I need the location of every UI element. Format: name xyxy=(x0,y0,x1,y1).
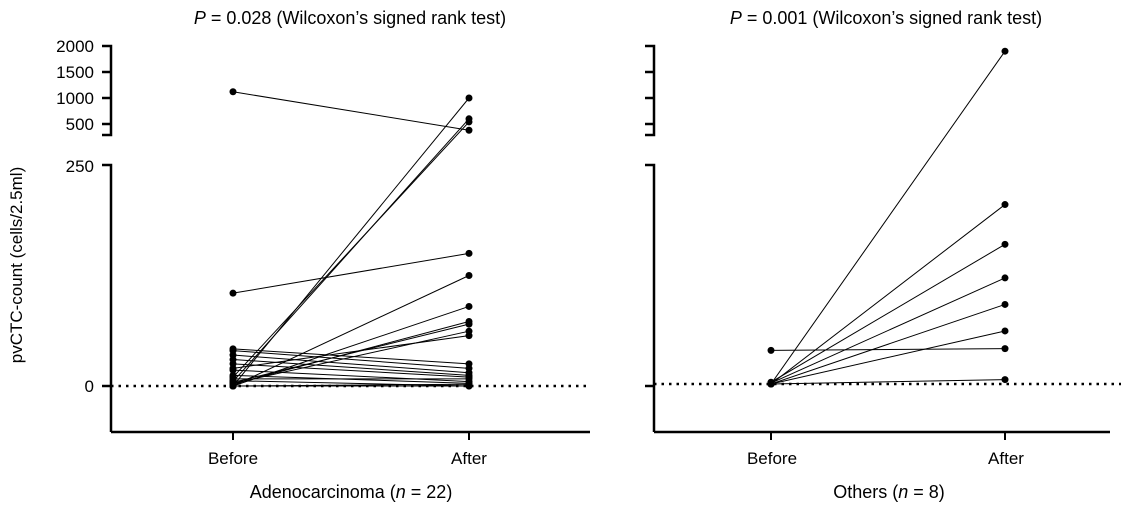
paired-line xyxy=(232,380,470,387)
after-point xyxy=(465,302,473,310)
paired-line xyxy=(770,348,1006,351)
paired-line xyxy=(770,330,1006,385)
x-tick-label: After xyxy=(988,449,1024,468)
after-point xyxy=(1001,240,1009,248)
after-point xyxy=(465,382,473,390)
before-point xyxy=(229,382,237,390)
paired-line xyxy=(770,243,1006,383)
after-point xyxy=(1001,327,1009,335)
paired-lines xyxy=(232,91,470,387)
y-axis-label: pvCTC-count (cells/2.5ml) xyxy=(7,167,26,364)
paired-line xyxy=(232,348,470,365)
before-point xyxy=(229,289,237,297)
x-axis-label: Adenocarcinoma (n = 22) xyxy=(250,482,453,502)
before-point xyxy=(767,380,775,388)
paired-line xyxy=(770,379,1006,385)
y-tick-label: 0 xyxy=(85,377,94,396)
before-point xyxy=(229,88,237,96)
y-tick-label: 1000 xyxy=(56,89,94,108)
paired-line xyxy=(232,363,470,378)
paired-line xyxy=(232,335,470,369)
after-point xyxy=(465,375,473,383)
before-point xyxy=(229,366,237,374)
x-tick-label: Before xyxy=(208,449,258,468)
after-point xyxy=(1001,274,1009,282)
after-point xyxy=(465,118,473,126)
before-point xyxy=(229,360,237,368)
data-points xyxy=(767,47,1009,388)
paired-line xyxy=(232,354,470,374)
data-points xyxy=(229,88,473,390)
y-tick-label: 500 xyxy=(66,115,94,134)
x-tick-label: Before xyxy=(747,449,797,468)
paired-line xyxy=(232,369,470,383)
after-point xyxy=(465,332,473,340)
y-axis xyxy=(645,44,656,432)
after-point xyxy=(1001,47,1009,55)
chart-title: P = 0.028 (Wilcoxon’s signed rank test) xyxy=(194,8,506,28)
paired-line xyxy=(232,121,470,378)
paired-lines xyxy=(770,50,1006,385)
paired-line xyxy=(232,252,470,294)
y-tick-label: 1500 xyxy=(56,63,94,82)
paired-line xyxy=(770,204,1006,385)
before-point xyxy=(767,346,775,354)
paired-line xyxy=(232,323,470,383)
after-point xyxy=(465,249,473,257)
paired-line xyxy=(232,275,470,387)
x-axis-label: Others (n = 8) xyxy=(833,482,945,502)
paired-line xyxy=(232,91,470,131)
after-point xyxy=(1001,376,1009,384)
x-tick-label: After xyxy=(451,449,487,468)
chart-title: P = 0.001 (Wilcoxon’s signed rank test) xyxy=(730,8,1042,28)
paired-line xyxy=(770,50,1006,385)
paired-line xyxy=(232,358,470,376)
chart-others: P = 0.001 (Wilcoxon’s signed rank test) … xyxy=(645,8,1121,502)
after-point xyxy=(1001,201,1009,209)
paired-line xyxy=(232,330,470,384)
after-point xyxy=(465,126,473,134)
y-tick-label: 250 xyxy=(66,157,94,176)
y-axis xyxy=(102,44,113,432)
y-tick-label: 2000 xyxy=(56,37,94,56)
before-point xyxy=(229,377,237,385)
after-point xyxy=(1001,300,1009,308)
after-point xyxy=(465,94,473,102)
after-point xyxy=(465,320,473,328)
paired-line xyxy=(232,350,470,369)
after-point xyxy=(1001,345,1009,353)
after-point xyxy=(465,272,473,279)
chart-adenocarcinoma: P = 0.028 (Wilcoxon’s signed rank test) … xyxy=(56,8,590,502)
paired-line xyxy=(770,303,1006,385)
paired-line xyxy=(770,277,1006,384)
